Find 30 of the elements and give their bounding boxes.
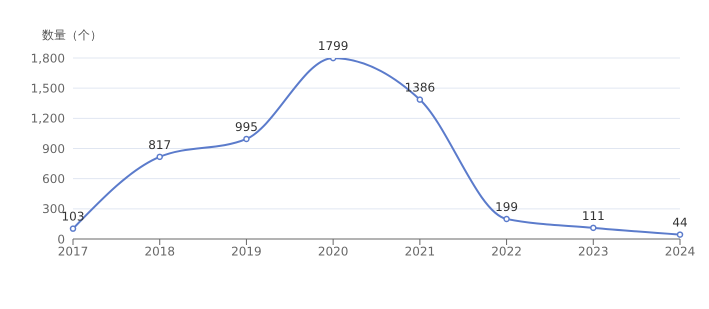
y-tick-label: 1,800 [30,51,65,66]
point [70,225,76,232]
x-tick-label: 2017 [58,244,88,259]
y-tick-label: 1,200 [30,112,65,126]
y-axis-title: 数量（个） [42,27,102,44]
x-tick-label: 2018 [144,244,175,259]
point [156,154,163,160]
x-tick-label: 2020 [318,244,348,259]
x-tick-label: 2021 [404,244,436,259]
data-label: 111 [582,208,605,223]
y-tick-label: 300 [42,202,65,216]
x-tick-label: 2019 [231,244,262,259]
x-tick-label: 2022 [491,244,522,259]
x-tick-label: 2024 [664,244,696,259]
point [243,136,250,142]
point [590,224,597,232]
point [416,96,424,103]
point [676,231,684,238]
data-label: 1799 [318,39,348,54]
y-tick-label: 900 [42,142,65,156]
data-label: 817 [148,138,172,152]
y-tick-label: 0 [57,232,65,246]
data-label: 1386 [404,80,436,95]
y-tick-label: 600 [42,172,65,186]
x-tick-label: 2023 [578,244,609,259]
data-label: 199 [495,200,518,214]
data-label: 995 [234,120,258,134]
point [503,216,510,222]
y-tick-label: 1,500 [30,81,65,96]
data-label: 44 [672,216,688,230]
